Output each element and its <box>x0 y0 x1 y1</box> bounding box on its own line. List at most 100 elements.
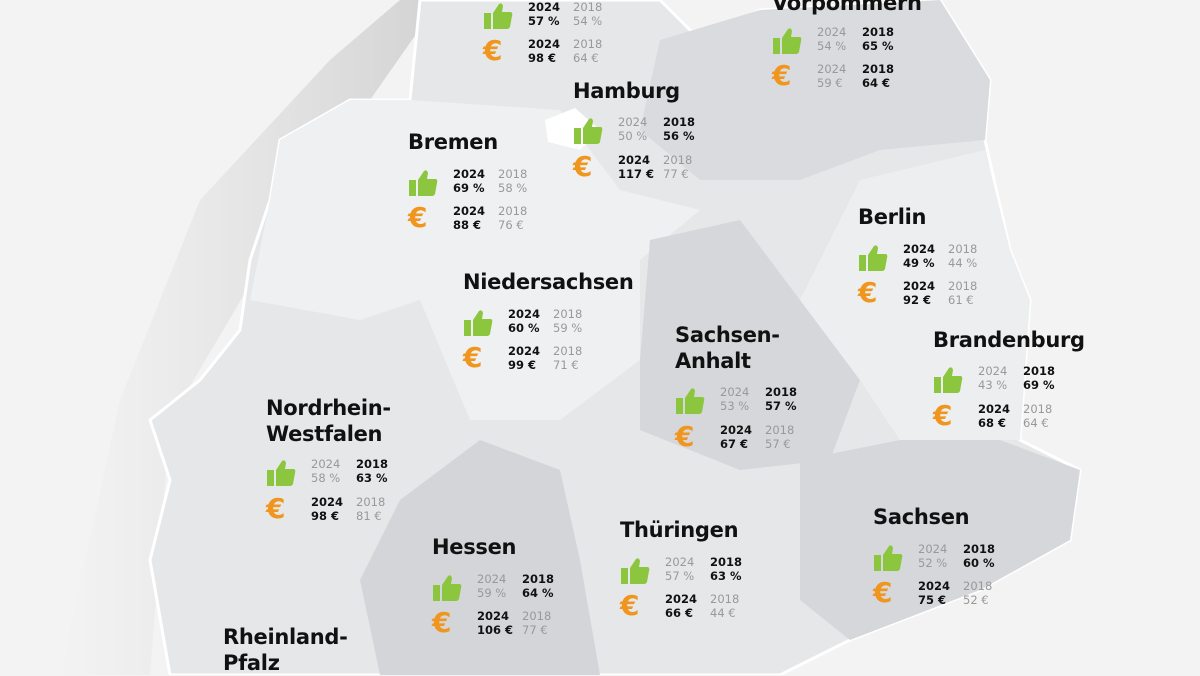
year-label: 2018 <box>862 25 895 39</box>
approval-value-2024: 49 % <box>903 256 935 270</box>
year-label: 2024 <box>978 364 1008 378</box>
approval-2024: 2024 54 % <box>817 25 846 53</box>
approval-value-2024: 69 % <box>453 181 485 195</box>
approval-2024: 2024 52 % <box>918 542 947 570</box>
price-2024: 2024 75 € <box>918 579 950 607</box>
approval-row: 2024 58 % 2018 63 % <box>266 457 426 491</box>
price-2018: 2018 77 € <box>663 153 692 181</box>
approval-2018: 2018 60 % <box>963 542 995 570</box>
year-label: 2018 <box>498 204 528 218</box>
approval-2024: 2024 53 % <box>720 385 749 413</box>
year-label: 2024 <box>311 457 341 471</box>
year-label: 2024 <box>978 402 1011 416</box>
state-name: Berlin <box>858 205 927 229</box>
approval-2018: 2018 44 % <box>948 242 977 270</box>
price-2018: 2018 64 € <box>862 62 894 90</box>
year-label: 2018 <box>498 167 528 181</box>
approval-row: 2024 60 % 2018 59 % <box>463 307 623 341</box>
price-value-2024: 99 € <box>508 358 537 372</box>
state-name: Sachsen <box>873 505 970 529</box>
approval-row: 2024 53 % 2018 57 % <box>675 385 835 419</box>
price-row: € 2024 106 € 2018 77 € <box>432 609 592 643</box>
approval-value-2018: 65 % <box>862 39 894 53</box>
approval-value-2024: 43 % <box>978 378 1008 392</box>
price-2024: 2024 117 € <box>618 153 654 181</box>
price-2018: 2018 61 € <box>948 279 977 307</box>
approval-2018: 2018 58 % <box>498 167 527 195</box>
year-label: 2024 <box>817 25 847 39</box>
year-label: 2018 <box>948 279 978 293</box>
state-name: Rheinland- Pfalz <box>223 625 348 675</box>
approval-value-2018: 57 % <box>765 399 797 413</box>
price-2024: 2024 67 € <box>720 423 752 451</box>
price-row: € 2024 75 € 2018 52 € <box>873 579 1033 613</box>
approval-row: 2024 57 % 2018 63 % <box>620 555 780 589</box>
year-label: 2024 <box>720 385 750 399</box>
approval-row: 2024 50 % 2018 56 % <box>573 115 733 149</box>
approval-row: 2024 54 % 2018 65 % <box>772 25 932 59</box>
thumbs-up-icon <box>573 117 603 145</box>
region-hessen <box>360 440 600 675</box>
year-label: 2024 <box>508 307 541 321</box>
approval-value-2018: 44 % <box>948 256 978 270</box>
year-label: 2024 <box>618 153 651 167</box>
state-name: Hamburg <box>573 79 680 103</box>
price-2024: 2024 99 € <box>508 344 540 372</box>
thumbs-up-icon <box>873 544 903 572</box>
price-value-2024: 98 € <box>528 51 557 65</box>
year-label: 2024 <box>720 423 753 437</box>
price-2024: 2024 106 € <box>477 609 513 637</box>
year-label: 2018 <box>963 579 993 593</box>
price-2018: 2018 71 € <box>553 344 582 372</box>
price-row: € 2024 88 € 2018 76 € <box>408 204 568 238</box>
euro-icon: € <box>675 420 695 453</box>
price-value-2024: 92 € <box>903 293 932 307</box>
price-value-2024: 59 € <box>817 76 843 90</box>
price-2024: 2024 88 € <box>453 204 485 232</box>
thumbs-up-icon <box>432 574 462 602</box>
thumbs-up-icon <box>933 366 963 394</box>
year-label: 2024 <box>453 204 486 218</box>
approval-value-2024: 58 % <box>311 471 341 485</box>
price-row: € 2024 92 € 2018 61 € <box>858 279 1018 313</box>
price-value-2018: 77 € <box>522 623 548 637</box>
price-2018: 2018 44 € <box>710 592 739 620</box>
approval-2024: 2024 58 % <box>311 457 340 485</box>
approval-row: 2024 57 % 2018 54 % <box>483 0 643 34</box>
price-row: € 2024 98 € 2018 81 € <box>266 495 426 529</box>
state-name: Bremen <box>408 130 498 154</box>
year-label: 2024 <box>918 542 948 556</box>
year-label: 2018 <box>710 555 743 569</box>
approval-2018: 2018 65 % <box>862 25 894 53</box>
price-value-2018: 61 € <box>948 293 974 307</box>
year-label: 2018 <box>710 592 740 606</box>
approval-value-2024: 57 % <box>665 569 695 583</box>
price-2018: 2018 81 € <box>356 495 385 523</box>
approval-value-2018: 69 % <box>1023 378 1055 392</box>
year-label: 2018 <box>356 457 389 471</box>
state-name: Vorpommern <box>772 0 922 15</box>
price-value-2024: 98 € <box>311 509 340 523</box>
approval-2018: 2018 63 % <box>356 457 388 485</box>
price-value-2024: 67 € <box>720 437 749 451</box>
price-row: € 2024 66 € 2018 44 € <box>620 592 780 626</box>
price-value-2018: 64 € <box>862 76 891 90</box>
approval-value-2024: 50 % <box>618 129 648 143</box>
year-label: 2024 <box>817 62 847 76</box>
approval-row: 2024 69 % 2018 58 % <box>408 167 568 201</box>
price-value-2024: 66 € <box>665 606 694 620</box>
price-row: € 2024 68 € 2018 64 € <box>933 402 1093 436</box>
euro-icon: € <box>772 59 792 92</box>
region-mecklenburg <box>640 0 990 180</box>
price-2018: 2018 64 € <box>1023 402 1052 430</box>
approval-2024: 2024 43 % <box>978 364 1007 392</box>
price-row: € 2024 117 € 2018 77 € <box>573 153 733 187</box>
year-label: 2018 <box>573 0 603 14</box>
year-label: 2018 <box>963 542 996 556</box>
price-value-2018: 64 € <box>573 51 599 65</box>
approval-2024: 2024 59 % <box>477 572 506 600</box>
year-label: 2018 <box>948 242 978 256</box>
year-label: 2018 <box>573 37 603 51</box>
approval-2018: 2018 64 % <box>522 572 554 600</box>
